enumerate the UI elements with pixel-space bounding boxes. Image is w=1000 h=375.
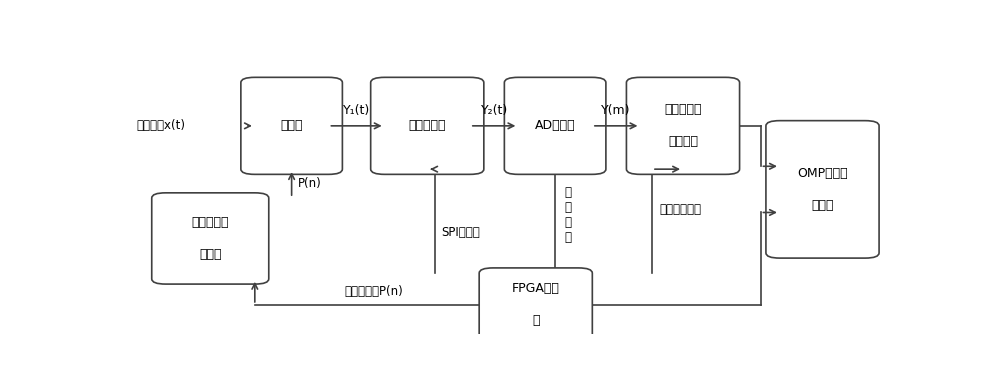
- Text: OMP重构心: OMP重构心: [797, 167, 848, 180]
- Text: Y(m): Y(m): [601, 104, 631, 117]
- Text: Y₂(t): Y₂(t): [480, 104, 508, 117]
- Text: 混频器: 混频器: [280, 119, 303, 132]
- Text: FPGA控制: FPGA控制: [512, 282, 560, 296]
- Text: 器: 器: [532, 314, 540, 327]
- FancyBboxPatch shape: [504, 77, 606, 174]
- Text: SPI初始化: SPI初始化: [441, 226, 480, 239]
- Text: P(n): P(n): [298, 177, 322, 190]
- Text: 发生器: 发生器: [199, 248, 222, 261]
- Text: 伪随机信号: 伪随机信号: [192, 216, 229, 229]
- FancyBboxPatch shape: [626, 77, 740, 174]
- Text: 存储传输控制: 存储传输控制: [660, 203, 702, 216]
- Text: 伪随机序列P(n): 伪随机序列P(n): [345, 285, 403, 298]
- Text: 模拟滤波器: 模拟滤波器: [409, 119, 446, 132]
- Text: 存储、传输: 存储、传输: [664, 104, 702, 117]
- Text: AD采样器: AD采样器: [535, 119, 575, 132]
- Text: 到上位机: 到上位机: [668, 135, 698, 148]
- FancyBboxPatch shape: [371, 77, 484, 174]
- FancyBboxPatch shape: [766, 121, 879, 258]
- Text: 心电信号x(t): 心电信号x(t): [137, 119, 186, 132]
- FancyBboxPatch shape: [479, 268, 592, 342]
- Text: 电信号: 电信号: [811, 199, 834, 212]
- FancyBboxPatch shape: [241, 77, 342, 174]
- Text: 采
样
时
钟: 采 样 时 钟: [564, 186, 571, 244]
- Text: Y₁(t): Y₁(t): [343, 104, 370, 117]
- FancyBboxPatch shape: [152, 193, 269, 284]
